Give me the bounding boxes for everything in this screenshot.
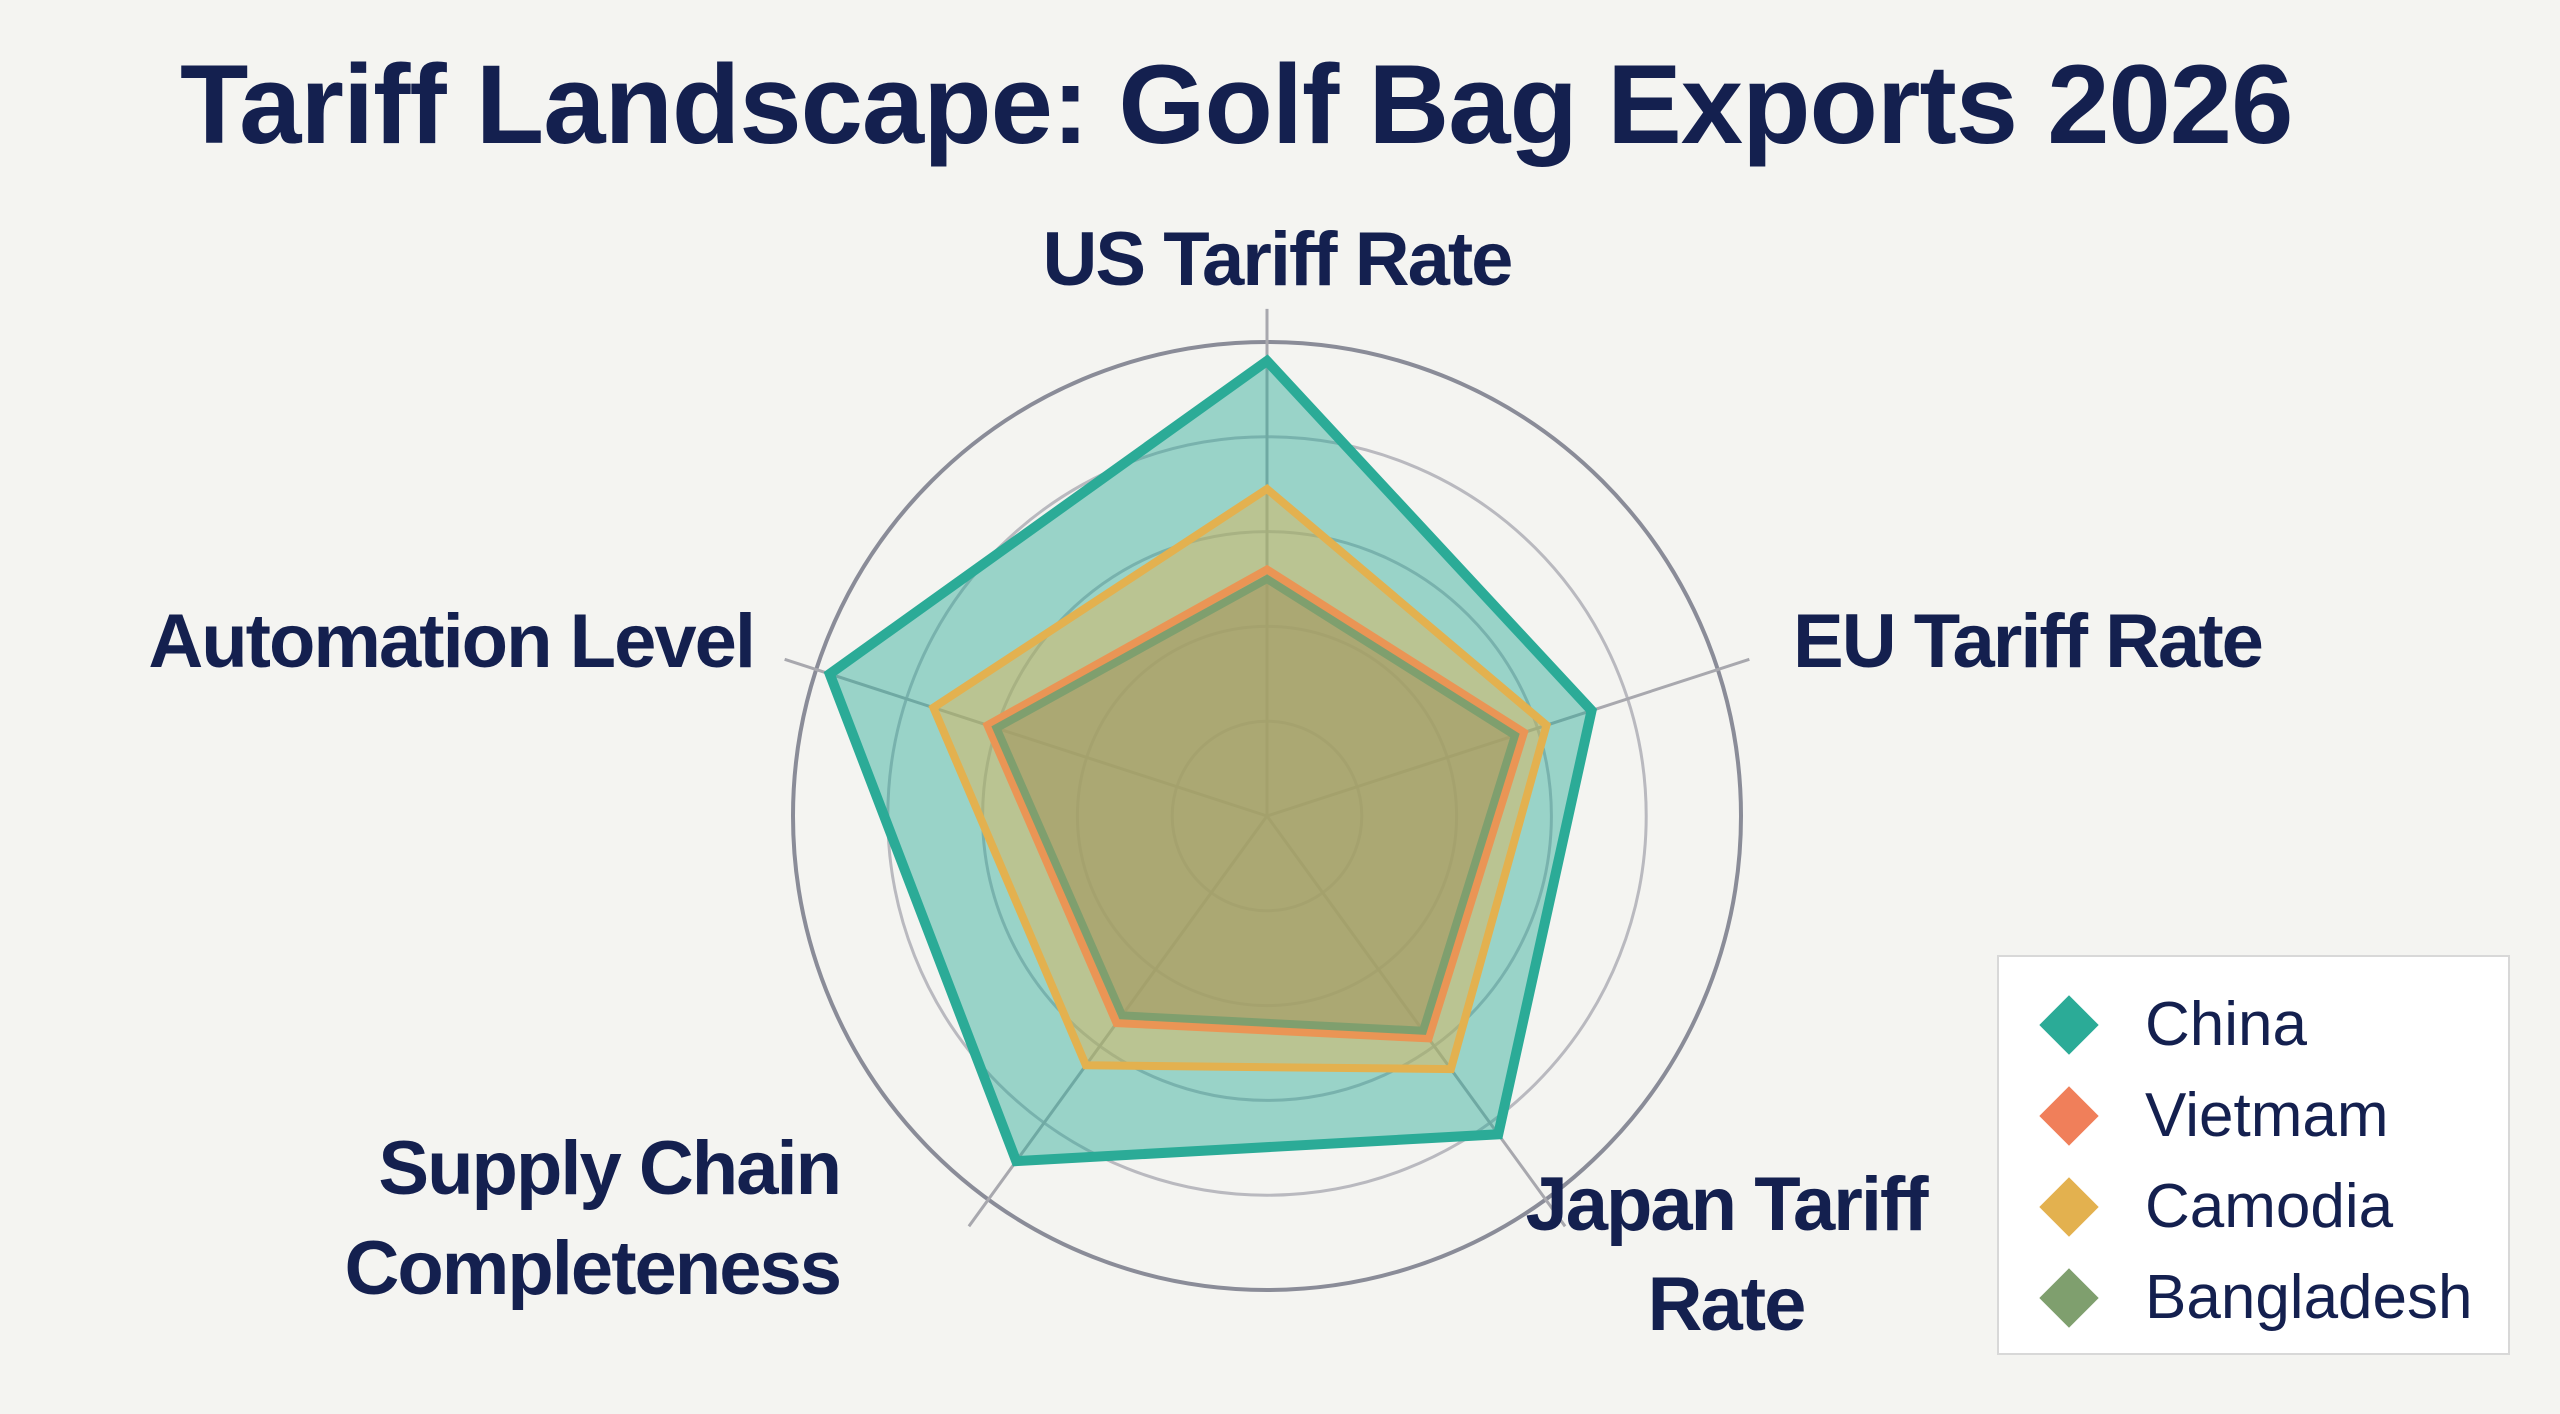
legend-label: Bangladesh [2145,1263,2473,1332]
legend-label: Vietmam [2145,1081,2389,1150]
axis-spoke [1266,657,1750,818]
axis-label: Automation Level [148,599,756,684]
series-area [928,483,1552,1074]
axis-label: US Tariff Rate [1042,217,1514,302]
axis-spoke [784,657,1268,818]
legend-marker [2039,1176,2099,1237]
chart-title: Tariff Landscape: Golf Bag Exports 2026 [180,42,2293,167]
legend: China Vietmam Camodia Bangladesh [1997,955,2510,1355]
legend-label: Camodia [2145,1172,2394,1241]
axis-label: Japan Tariff Rate [1525,1162,1928,1347]
series-area [991,574,1520,1035]
legend-item: Vietmam [2029,1070,2508,1161]
series-area [982,564,1529,1043]
legend-label: China [2145,990,2307,1059]
legend-item: China [2029,979,2508,1070]
axis-label: EU Tariff Rate [1793,599,2264,684]
axis-spoke [1265,815,1567,1228]
legend-item: Camodia [2029,1161,2508,1252]
legend-marker [2039,994,2099,1055]
axis-label: Supply Chain Completeness [344,1126,843,1311]
legend-item: Bangladesh [2029,1252,2508,1343]
legend-marker [2039,1085,2099,1146]
series-area [823,354,1598,1167]
legend-marker [2039,1267,2099,1328]
